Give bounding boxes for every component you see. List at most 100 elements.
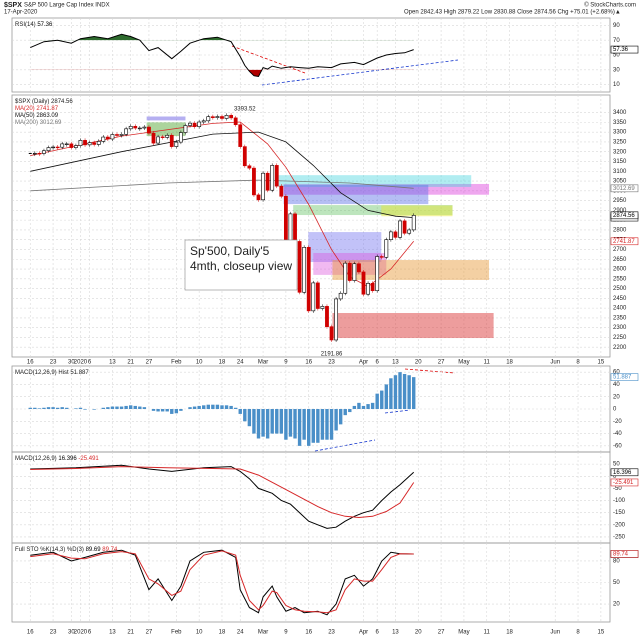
bar — [128, 405, 133, 409]
x-tick-label: 10 — [196, 360, 203, 366]
bar — [220, 405, 224, 409]
candle — [110, 134, 115, 140]
x-tick-label: 27 — [438, 360, 445, 366]
value-tag-label: 3012.69 — [613, 186, 635, 192]
x-tick-label: 20 — [415, 360, 422, 366]
candle — [201, 120, 206, 123]
legend-title: Full STO %K(14,3) %D(3) — [15, 547, 84, 553]
bar — [224, 405, 229, 409]
x-tick-label: Apr — [359, 630, 368, 636]
candle — [55, 146, 60, 149]
candle — [270, 165, 275, 191]
bar — [33, 407, 37, 409]
value-tag — [610, 45, 639, 54]
candle — [283, 195, 288, 241]
legend: $SPX (Daily) 2874.56 — [15, 99, 73, 105]
y-tick-label: 2550 — [613, 276, 627, 282]
candle — [224, 115, 229, 119]
zone — [283, 184, 429, 205]
y-tick-label: -250 — [613, 535, 626, 541]
value-tag — [610, 211, 639, 220]
legend-title: RSI(14) — [15, 22, 36, 28]
y-tick-label: 2650 — [613, 257, 627, 263]
zone — [381, 205, 453, 217]
y-tick-label: 2950 — [613, 198, 627, 204]
candle — [352, 263, 357, 281]
candle — [210, 116, 215, 118]
series-line — [30, 550, 414, 614]
candle — [242, 146, 247, 167]
x-tick-label: 18 — [219, 630, 226, 636]
legend-value: 57.36 — [37, 22, 53, 28]
y-tick-label: 70 — [613, 38, 620, 44]
bar — [160, 409, 165, 412]
legend-value: -25.491 — [78, 456, 99, 462]
moving-average — [30, 179, 414, 192]
candle — [188, 122, 192, 126]
bar — [124, 405, 128, 409]
bar — [261, 409, 265, 437]
bar — [393, 375, 398, 409]
x-tick-label: 16 — [27, 630, 34, 636]
x-tick-label: 30 — [68, 360, 75, 366]
trend-line — [384, 409, 411, 414]
bar — [307, 409, 311, 446]
candle — [306, 247, 311, 312]
y-tick-label: -200 — [613, 522, 626, 528]
bar — [179, 409, 183, 411]
x-tick-label: 18 — [506, 630, 513, 636]
candle — [142, 126, 147, 129]
bar — [380, 390, 384, 409]
candle — [293, 213, 297, 242]
x-tick-label: 24 — [237, 630, 244, 636]
bar — [202, 405, 206, 409]
legend: Full STO %K(14,3) %D(3) 89.69 89.74 — [15, 547, 118, 553]
bar — [78, 407, 83, 409]
bar — [37, 408, 42, 409]
bar — [42, 407, 46, 409]
y-tick-label: 0 — [613, 474, 617, 480]
panel-frame — [11, 94, 611, 358]
value-tag — [610, 373, 639, 381]
value-tag-label: 89.74 — [613, 552, 629, 558]
bar — [389, 378, 393, 409]
bar — [297, 409, 302, 446]
bar — [106, 407, 110, 409]
bar — [215, 404, 220, 409]
y-tick-label: 2700 — [613, 247, 627, 253]
legend-name: MA(20) — [15, 106, 35, 112]
x-tick-label: 9 — [284, 360, 288, 366]
bar — [357, 402, 361, 409]
x-tick-label: 23 — [50, 360, 57, 366]
x-tick-label: 27 — [146, 630, 153, 636]
candle — [261, 172, 265, 201]
candle — [393, 231, 398, 238]
bar — [51, 407, 55, 409]
candle — [315, 282, 320, 309]
x-tick-label: 16 — [305, 630, 312, 636]
bar — [265, 409, 270, 439]
candle — [279, 185, 284, 197]
candle — [388, 231, 393, 240]
legend: MACD(12,26,9) Hist 51.887 — [15, 370, 89, 376]
candle — [179, 132, 183, 143]
bar — [133, 405, 137, 409]
legend-value: 2874.56 — [51, 99, 73, 105]
bar — [361, 405, 366, 409]
candle — [329, 326, 334, 341]
candle — [32, 152, 37, 155]
bar — [238, 409, 242, 414]
y-tick-label: 3250 — [613, 140, 627, 146]
bar — [142, 407, 147, 409]
x-tick-label: 2020 — [74, 630, 88, 636]
bar — [407, 375, 411, 409]
y-tick-label: -60 — [613, 443, 622, 449]
candle — [338, 292, 343, 300]
bar — [412, 377, 416, 409]
bar — [334, 409, 338, 431]
bar — [211, 404, 215, 409]
candle — [247, 165, 252, 169]
y-tick-label: 20 — [613, 602, 620, 608]
candle — [252, 167, 256, 196]
candle — [256, 194, 261, 201]
